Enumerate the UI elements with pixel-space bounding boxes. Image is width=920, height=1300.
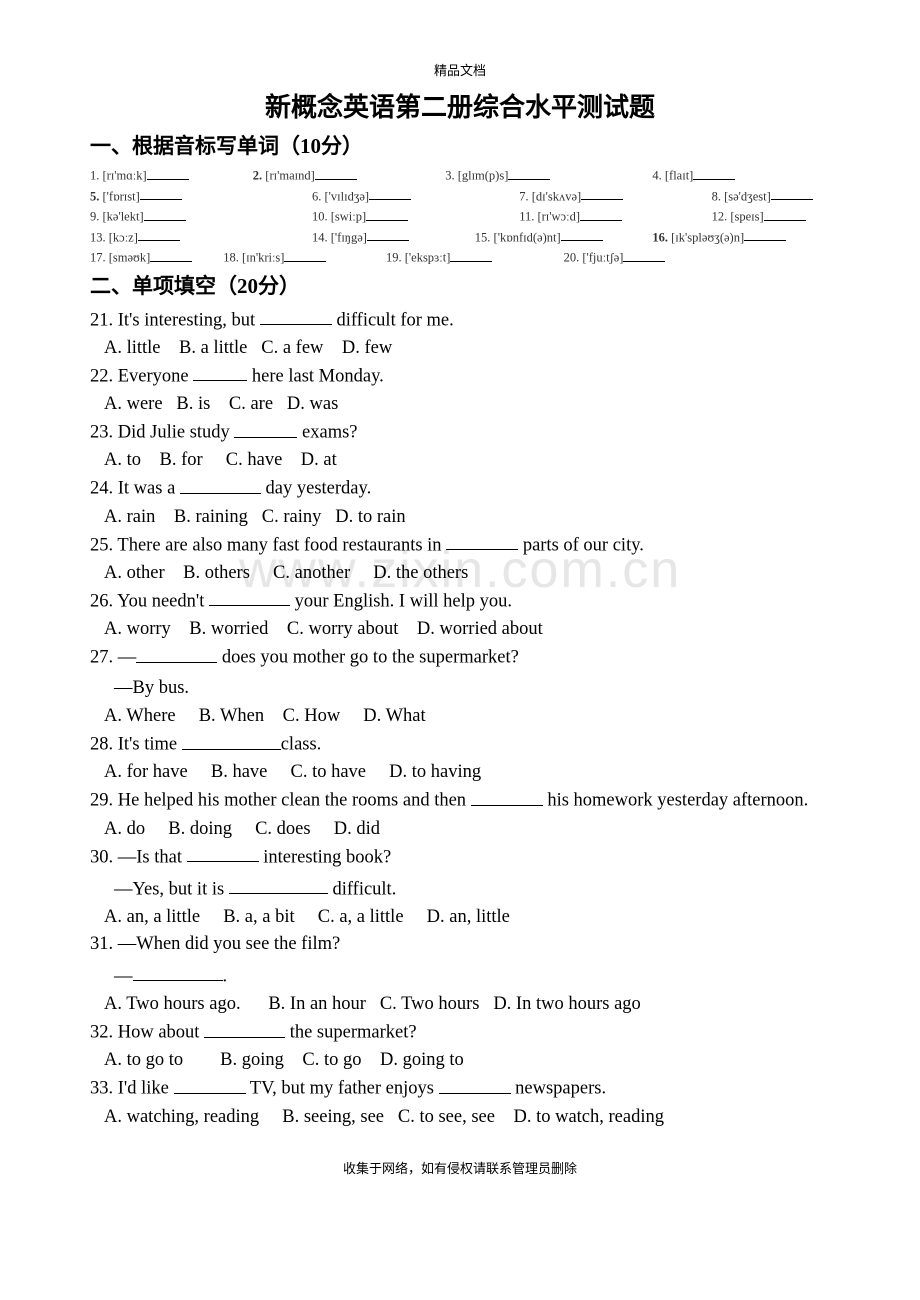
question-text: 28. It's time class. (90, 730, 830, 759)
question-text: 27. — does you mother go to the supermar… (90, 643, 830, 672)
question-choices: A. other B. others C. another D. the oth… (104, 563, 830, 584)
phonetic-item: 3. [glɪm(p)s] (445, 166, 652, 184)
phonetic-item: 17. [sməʊk] (90, 248, 223, 266)
question-choices: A. watching, reading B. seeing, see C. t… (104, 1107, 830, 1128)
footer-text: 收集于网络，如有侵权请联系管理员删除 (90, 1158, 830, 1177)
header-label: 精品文档 (90, 60, 830, 79)
question-extra: —Yes, but it is difficult. (114, 875, 830, 904)
question-choices: A. to go to B. going C. to go D. going t… (104, 1050, 830, 1071)
phonetic-item: 9. [kə'lekt] (90, 207, 312, 225)
question-extra: —. (114, 962, 830, 991)
phonetics-row: 17. [sməʊk]18. [ɪn'kriːs]19. ['ekspɜːt]2… (90, 248, 830, 266)
phonetic-item: 11. [rɪ'wɔːd] (519, 207, 711, 225)
question-choices: A. to B. for C. have D. at (104, 450, 830, 471)
phonetic-item: 6. ['vɪlɪdʒə] (312, 187, 519, 205)
question-choices: A. worry B. worried C. worry about D. wo… (104, 619, 830, 640)
question-choices: A. do B. doing C. does D. did (104, 819, 830, 840)
section1-title: 一、根据音标写单词（10分） (90, 130, 830, 160)
phonetics-row: 1. [rɪ'mɑːk]2. [rɪ'maɪnd]3. [glɪm(p)s]4.… (90, 166, 830, 184)
question-text: 32. How about the supermarket? (90, 1018, 830, 1047)
phonetic-item: 16. [ɪk'spləʊʒ(ə)n] (652, 228, 830, 246)
phonetic-item: 4. [flaɪt] (652, 166, 830, 184)
question-text: 29. He helped his mother clean the rooms… (90, 786, 830, 815)
question-choices: A. were B. is C. are D. was (104, 394, 830, 415)
phonetic-item: 19. ['ekspɜːt] (386, 248, 564, 266)
phonetic-item: 20. ['fjuːtʃə] (564, 248, 830, 266)
question-text: 33. I'd like TV, but my father enjoys ne… (90, 1074, 830, 1103)
phonetic-item: 13. [kɔːz] (90, 228, 312, 246)
phonetics-row: 13. [kɔːz]14. ['fɪŋgə]15. ['kɒnfɪd(ə)nt]… (90, 228, 830, 246)
section2-title: 二、单项填空（20分） (90, 270, 830, 300)
question-text: 26. You needn't your English. I will hel… (90, 587, 830, 616)
question-text: 23. Did Julie study exams? (90, 418, 830, 447)
phonetics-list: 1. [rɪ'mɑːk]2. [rɪ'maɪnd]3. [glɪm(p)s]4.… (90, 166, 830, 266)
question-text: 22. Everyone here last Monday. (90, 362, 830, 391)
phonetic-item: 8. [sə'dʒest] (712, 187, 830, 205)
page-title: 新概念英语第二册综合水平测试题 (90, 87, 830, 124)
question-choices: A. Where B. When C. How D. What (104, 706, 830, 727)
phonetic-item: 18. [ɪn'kriːs] (223, 248, 386, 266)
phonetic-item: 12. [speɪs] (712, 207, 830, 225)
question-choices: A. an, a little B. a, a bit C. a, a litt… (104, 907, 830, 928)
phonetics-row: 9. [kə'lekt]10. [swiːp]11. [rɪ'wɔːd]12. … (90, 207, 830, 225)
phonetics-row: 5. ['fɒrɪst]6. ['vɪlɪdʒə]7. [dɪ'skʌvə]8.… (90, 187, 830, 205)
question-extra: —By bus. (114, 675, 830, 703)
phonetic-item: 2. [rɪ'maɪnd] (253, 166, 445, 184)
phonetic-item: 15. ['kɒnfɪd(ə)nt] (475, 228, 653, 246)
questions-list: 21. It's interesting, but difficult for … (90, 306, 830, 1128)
question-choices: A. Two hours ago. B. In an hour C. Two h… (104, 994, 830, 1015)
phonetic-item: 5. ['fɒrɪst] (90, 187, 312, 205)
phonetic-item: 7. [dɪ'skʌvə] (519, 187, 711, 205)
phonetic-item: 14. ['fɪŋgə] (312, 228, 475, 246)
question-text: 30. —Is that interesting book? (90, 843, 830, 872)
question-text: 25. There are also many fast food restau… (90, 531, 830, 560)
question-choices: A. little B. a little C. a few D. few (104, 338, 830, 359)
question-text: 21. It's interesting, but difficult for … (90, 306, 830, 335)
question-text: 24. It was a day yesterday. (90, 474, 830, 503)
question-text: 31. —When did you see the film? (90, 931, 830, 959)
phonetic-item: 1. [rɪ'mɑːk] (90, 166, 253, 184)
phonetic-item: 10. [swiːp] (312, 207, 519, 225)
question-choices: A. for have B. have C. to have D. to hav… (104, 762, 830, 783)
question-choices: A. rain B. raining C. rainy D. to rain (104, 507, 830, 528)
